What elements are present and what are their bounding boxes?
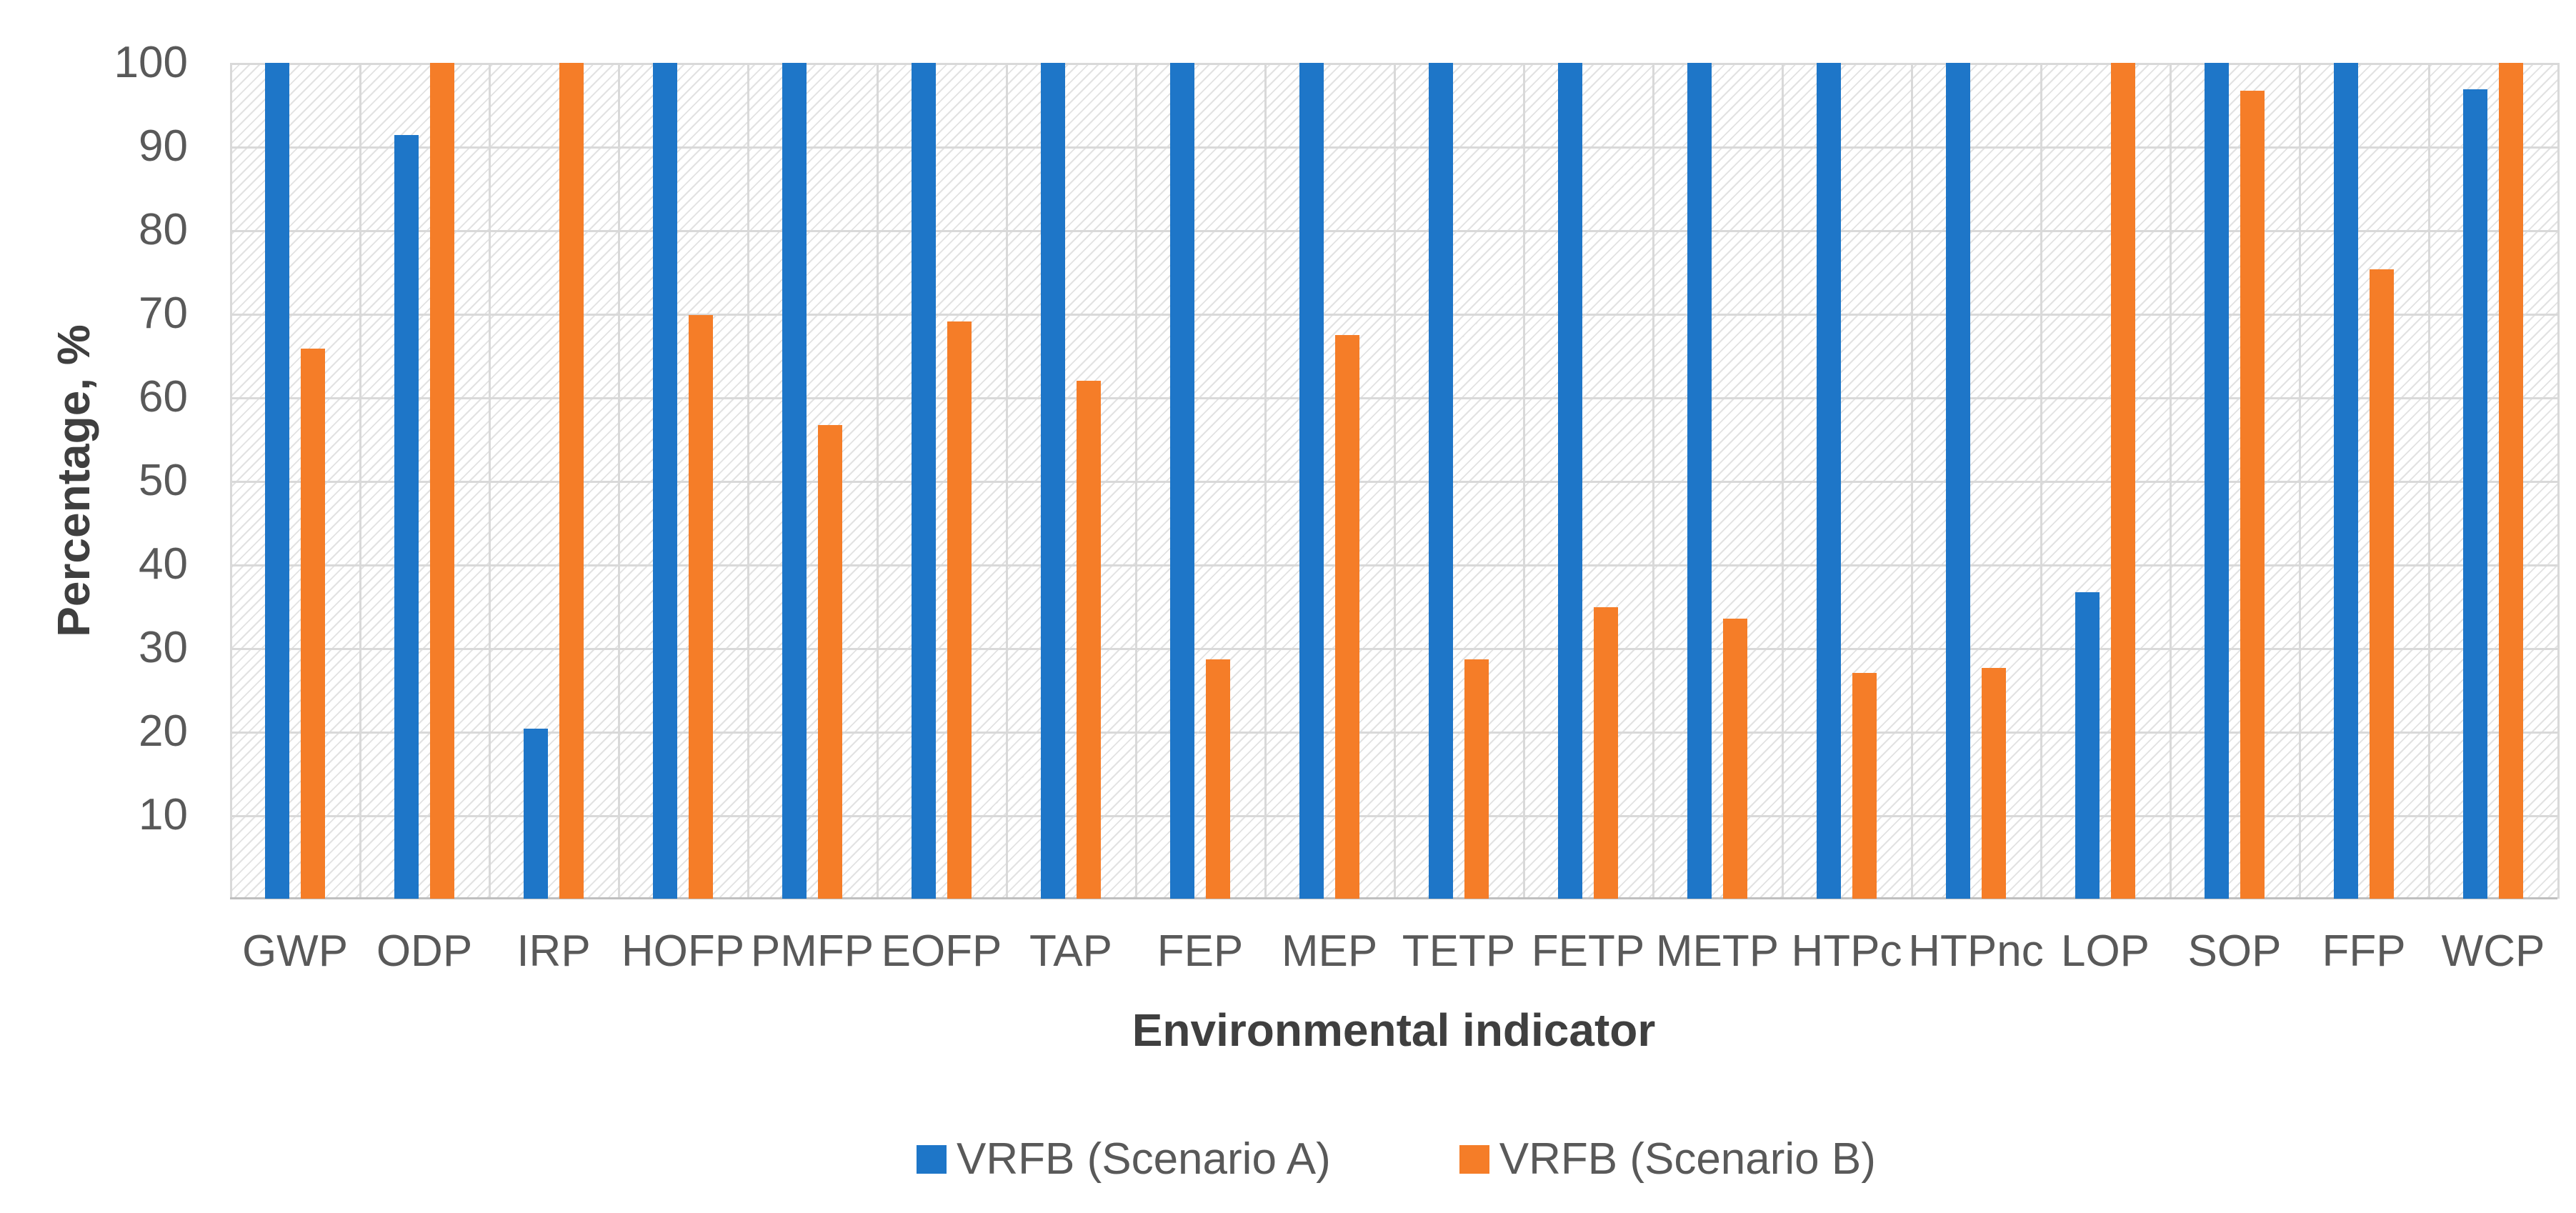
y-tick-label-30: 30 — [139, 623, 188, 672]
x-category-label-sop: SOP — [2187, 927, 2282, 976]
bar-lop-scenario-a — [2075, 592, 2100, 899]
bar-fep-scenario-a — [1170, 63, 1194, 899]
bar-wcp-scenario-a — [2463, 89, 2487, 899]
v-gridline-17 — [2428, 63, 2430, 899]
y-tick-label-100: 100 — [114, 38, 188, 87]
bar-mep-scenario-a — [1299, 63, 1324, 899]
bar-hofp-scenario-b — [689, 315, 713, 899]
v-gridline-16 — [2299, 63, 2301, 899]
bar-htpc-scenario-a — [1817, 63, 1841, 899]
bar-irp-scenario-b — [559, 63, 584, 899]
v-gridline-3 — [618, 63, 620, 899]
v-gridline-12 — [1782, 63, 1784, 899]
bar-sop-scenario-a — [2205, 63, 2229, 899]
x-category-label-irp: IRP — [516, 927, 591, 976]
x-category-label-htpc: HTPc — [1791, 927, 1902, 976]
y-tick-label-10: 10 — [139, 790, 188, 839]
bar-tap-scenario-b — [1077, 381, 1101, 899]
x-category-label-ffp: FFP — [2322, 927, 2406, 976]
v-gridline-2 — [489, 63, 491, 899]
y-tick-label-40: 40 — [139, 539, 188, 589]
legend-swatch-scenario-b-icon — [1459, 1145, 1489, 1174]
x-category-label-odp: ODP — [376, 927, 473, 976]
bar-ffp-scenario-b — [2370, 269, 2394, 899]
v-gridline-15 — [2170, 63, 2172, 899]
bar-odp-scenario-a — [394, 135, 419, 899]
x-category-label-fep: FEP — [1157, 927, 1244, 976]
bar-htpnc-scenario-b — [1982, 668, 2006, 899]
v-gridline-0 — [230, 63, 232, 899]
bar-odp-scenario-b — [430, 63, 454, 899]
x-category-label-fetp: FETP — [1531, 927, 1645, 976]
bar-gwp-scenario-a — [265, 63, 289, 899]
v-gridline-18 — [2557, 63, 2560, 899]
bar-pmfp-scenario-a — [782, 63, 807, 899]
legend-swatch-scenario-a-icon — [917, 1145, 947, 1174]
x-category-label-metp: METP — [1655, 927, 1779, 976]
legend: VRFB (Scenario A) VRFB (Scenario B) — [917, 1136, 1876, 1183]
bar-wcp-scenario-b — [2499, 63, 2523, 899]
legend-entry-scenario-a: VRFB (Scenario A) — [917, 1136, 1331, 1183]
v-gridline-8 — [1264, 63, 1267, 899]
bar-tetp-scenario-a — [1429, 63, 1453, 899]
bar-irp-scenario-a — [524, 729, 548, 899]
y-tick-label-90: 90 — [139, 121, 188, 171]
bar-hofp-scenario-a — [653, 63, 677, 899]
bar-htpc-scenario-b — [1852, 673, 1877, 899]
v-gridline-14 — [2040, 63, 2042, 899]
y-tick-label-80: 80 — [139, 205, 188, 254]
v-gridline-10 — [1523, 63, 1525, 899]
x-category-label-lop: LOP — [2060, 927, 2150, 976]
y-tick-label-50: 50 — [139, 456, 188, 505]
bar-lop-scenario-b — [2111, 63, 2135, 899]
x-category-label-gwp: GWP — [241, 927, 349, 976]
bar-htpnc-scenario-a — [1946, 63, 1970, 899]
v-gridline-13 — [1911, 63, 1913, 899]
bar-fep-scenario-b — [1206, 659, 1230, 899]
bar-eofp-scenario-b — [947, 321, 972, 899]
x-axis-title: Environmental indicator — [1132, 1004, 1656, 1056]
y-tick-label-60: 60 — [139, 372, 188, 421]
x-axis-line — [230, 897, 2557, 899]
x-category-label-htpnc: HTPnc — [1908, 927, 2044, 976]
bar-pmfp-scenario-b — [818, 425, 842, 899]
v-gridline-5 — [877, 63, 879, 899]
bar-fetp-scenario-a — [1558, 63, 1582, 899]
x-category-label-eofp: EOFP — [881, 927, 1002, 976]
x-category-label-mep: MEP — [1281, 927, 1378, 976]
bar-tap-scenario-a — [1041, 63, 1065, 899]
y-tick-label-70: 70 — [139, 289, 188, 338]
x-category-label-tap: TAP — [1029, 927, 1112, 976]
legend-entry-scenario-b: VRFB (Scenario B) — [1459, 1136, 1876, 1183]
v-gridline-6 — [1006, 63, 1008, 899]
bar-eofp-scenario-a — [912, 63, 936, 899]
bar-metp-scenario-b — [1723, 619, 1747, 899]
v-gridline-1 — [359, 63, 361, 899]
legend-label-scenario-a: VRFB (Scenario A) — [957, 1134, 1331, 1184]
v-gridline-7 — [1135, 63, 1137, 899]
v-gridline-11 — [1652, 63, 1654, 899]
bar-gwp-scenario-b — [301, 349, 325, 899]
v-gridline-9 — [1394, 63, 1396, 899]
bar-ffp-scenario-a — [2334, 63, 2358, 899]
plot-area — [230, 63, 2560, 899]
x-category-label-hofp: HOFP — [621, 927, 745, 976]
v-gridline-4 — [747, 63, 749, 899]
bar-mep-scenario-b — [1335, 335, 1359, 899]
bar-metp-scenario-a — [1687, 63, 1712, 899]
y-tick-label-20: 20 — [139, 707, 188, 756]
bar-fetp-scenario-b — [1594, 607, 1618, 899]
bar-sop-scenario-b — [2240, 91, 2265, 899]
x-category-label-wcp: WCP — [2441, 927, 2545, 976]
x-category-label-pmfp: PMFP — [750, 927, 874, 976]
legend-label-scenario-b: VRFB (Scenario B) — [1499, 1134, 1876, 1184]
bar-tetp-scenario-b — [1464, 659, 1489, 899]
x-category-label-tetp: TETP — [1402, 927, 1516, 976]
